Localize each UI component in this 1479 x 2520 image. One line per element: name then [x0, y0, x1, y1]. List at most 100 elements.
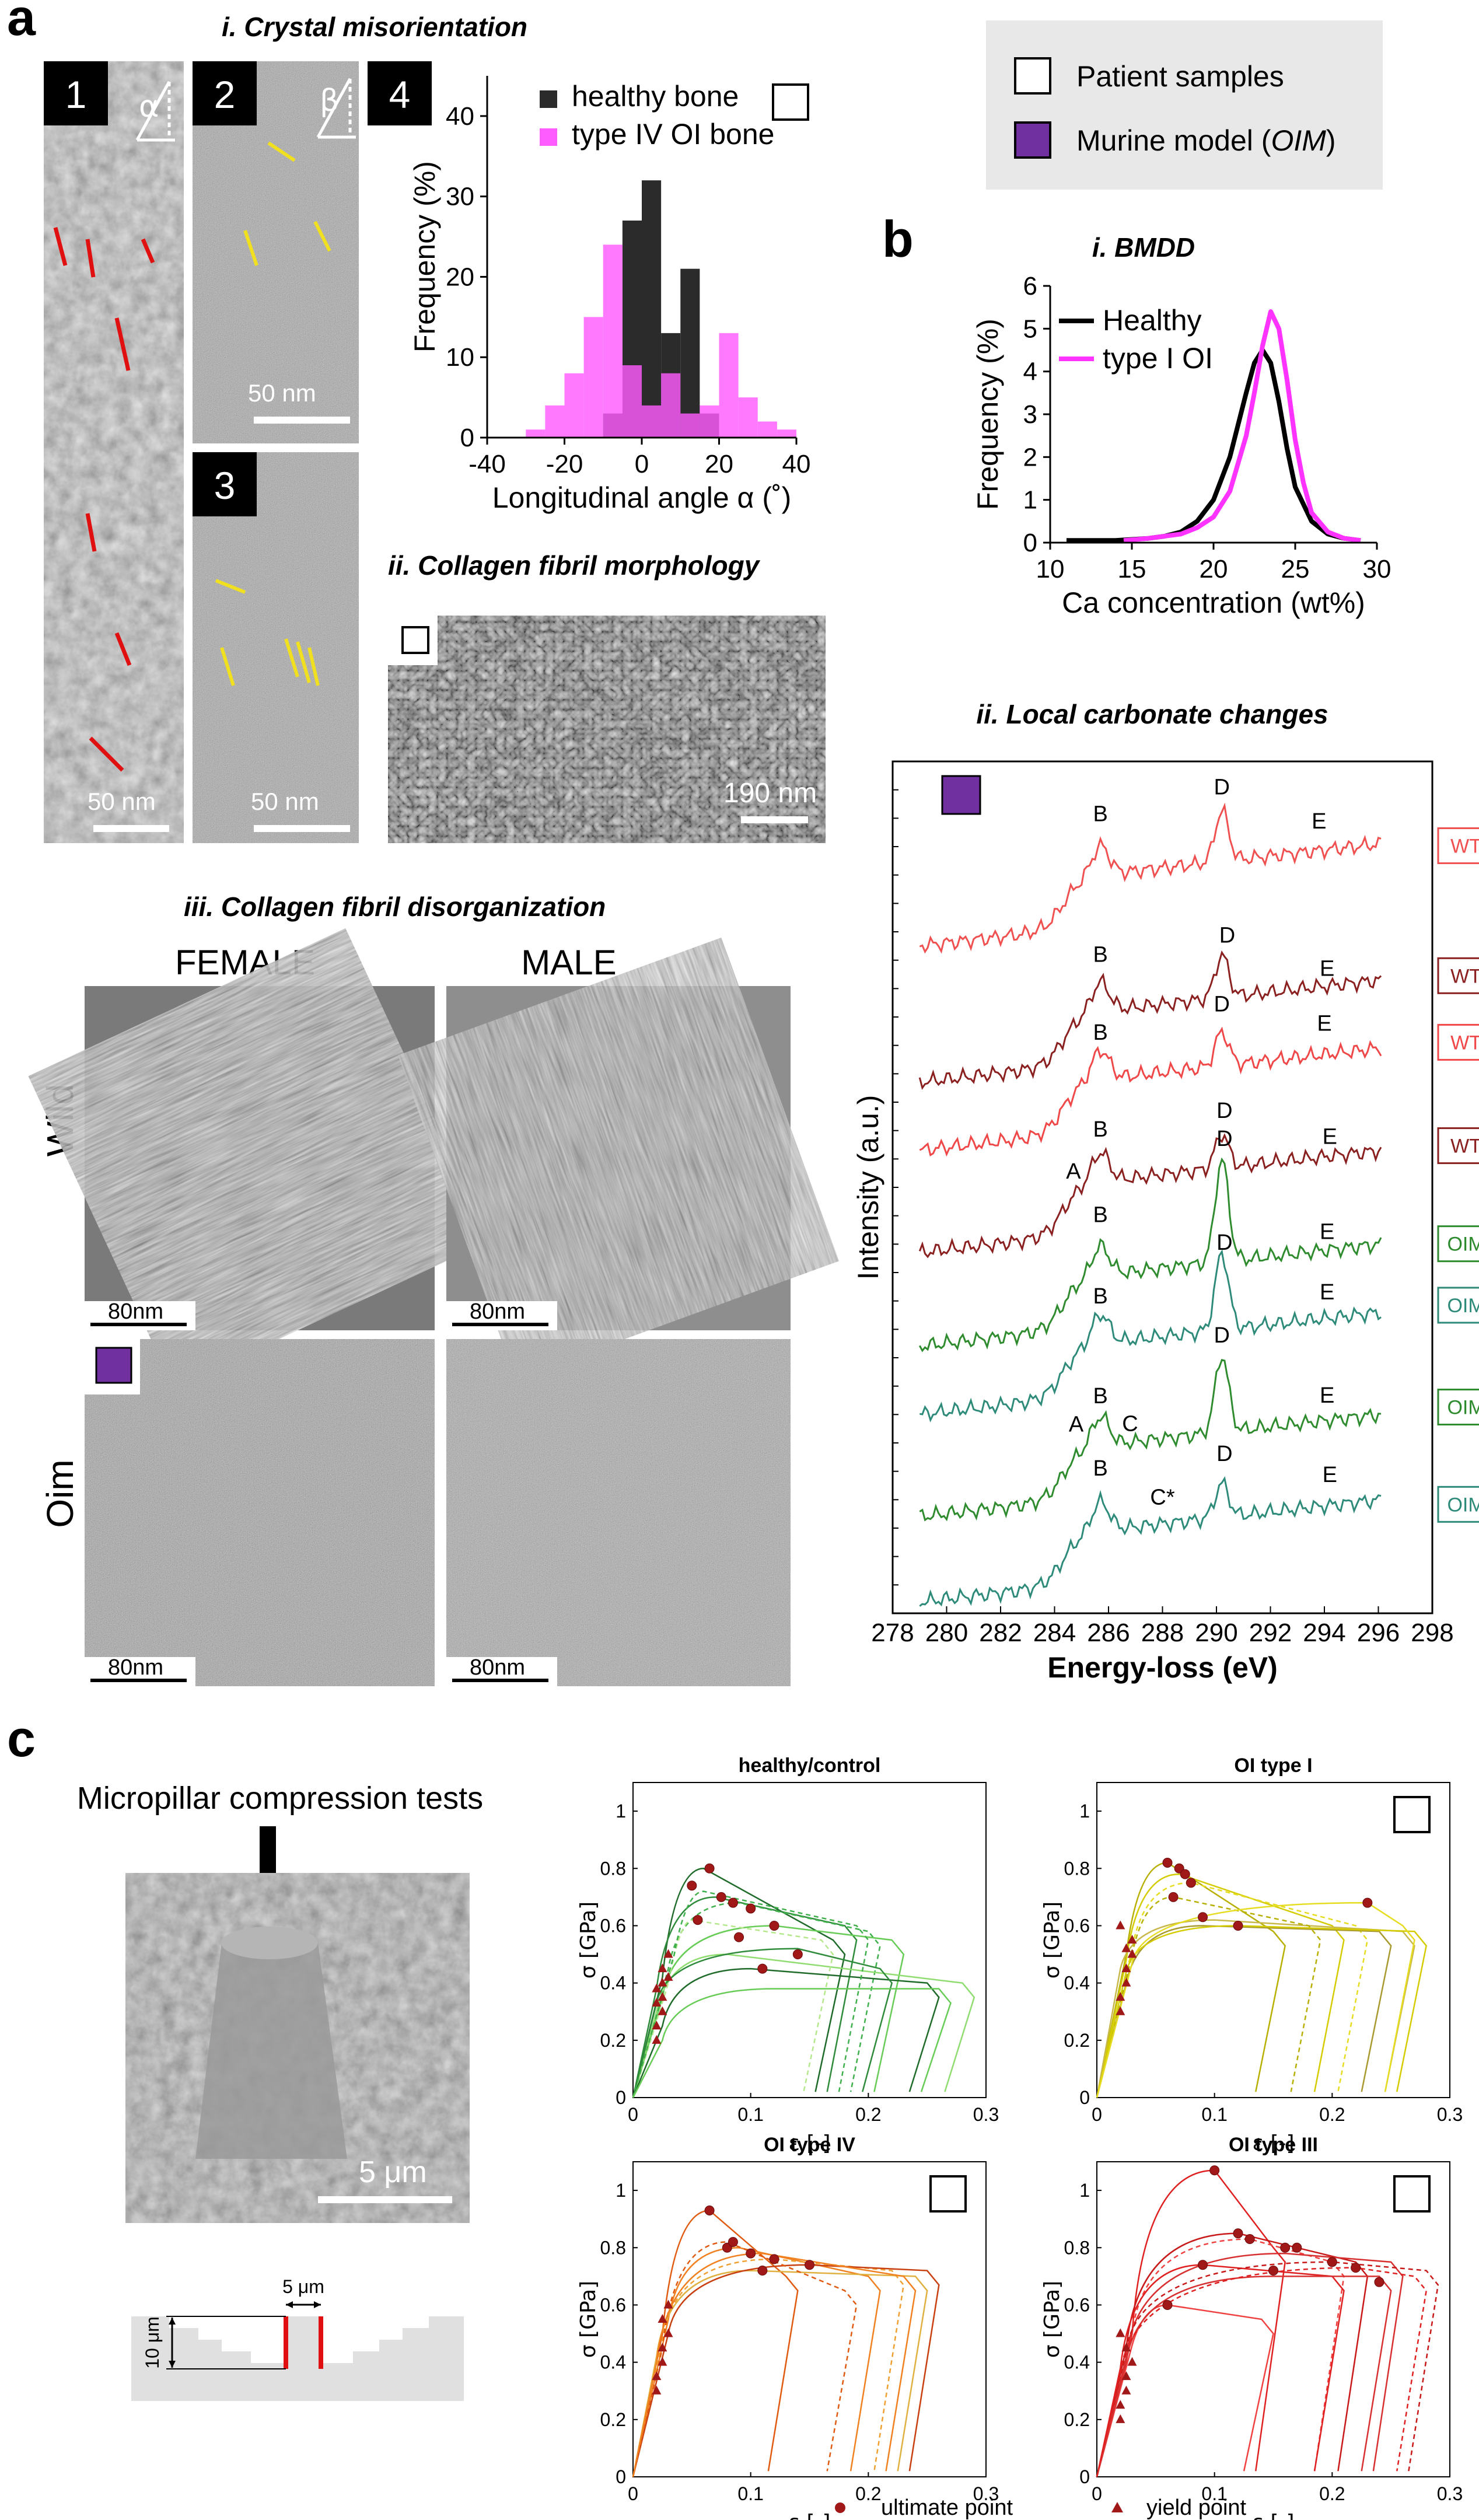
yield-point-0 [1116, 2414, 1125, 2423]
ss-curve-5 [632, 2241, 858, 2477]
ss-title: OI type IV [764, 2134, 855, 2156]
bmdd-y-axis-label: Frequency (%) [971, 319, 1004, 510]
micropillar-scalebar: 5 μm [359, 2155, 427, 2189]
stress-strain-oi-iii-chart: OI type III 0 0.1 0.2 0.3 0 0.2 0.4 0.6 0.8 1 ε [-]… [1040, 2134, 1463, 2520]
ultimate-point-2 [1244, 2234, 1255, 2245]
panel-letter-b: b [882, 210, 914, 268]
eels-spectrum-oim3 [919, 1249, 1382, 1422]
ss-curve-6 [632, 2252, 917, 2477]
micropillar-sem-image: 5 μm [125, 1873, 470, 2223]
eels-peak-label: B [1093, 1284, 1107, 1309]
dim-width-label: 5 μm [282, 2276, 324, 2297]
eels-peak-label: E [1320, 1383, 1334, 1408]
ss-x-tick-label: 0 [1092, 2483, 1102, 2504]
patient-marker-ss [929, 2175, 967, 2213]
bmdd-y-tick-label: 6 [1023, 272, 1037, 300]
ss-curve-7 [1096, 1902, 1415, 2098]
crystal-markers-yellow-2 [243, 141, 331, 266]
ss-x-tick-label: 0.3 [973, 2483, 999, 2504]
a-i-title: i. Crystal misorientation [222, 12, 527, 42]
eels-series-label: OIM1 [1447, 1494, 1479, 1516]
ss-curve-5 [632, 1919, 834, 2098]
hist-x-tick-label: 40 [782, 450, 811, 478]
eels-peak-label: A [1069, 1412, 1084, 1436]
yield-point-6 [658, 1977, 667, 1987]
micropillar-schematic: 5 μm 10 μm [131, 2276, 464, 2401]
tem-tile-1: 1 α 50 nm [44, 61, 184, 843]
ss-y-tick-label: 0.2 [600, 2030, 626, 2051]
eels-spectrum-oim2 [919, 1359, 1382, 1522]
eels-peak-label: B [1093, 1384, 1107, 1408]
ultimate-point-6 [1162, 2299, 1173, 2310]
hist-bar-oi-2 [564, 373, 584, 438]
bmdd-y-tick-label: 5 [1023, 314, 1037, 343]
ss-y-axis-label: σ [GPa] [576, 2281, 600, 2358]
patient-marker-a-ii [401, 626, 429, 654]
hist-x-tick-label: -40 [468, 450, 506, 478]
bmdd-y-tick-label: 1 [1023, 486, 1037, 515]
eels-x-tick-label: 282 [979, 1619, 1022, 1647]
eels-peak-label: D [1214, 1323, 1230, 1348]
ultimate-point-2 [728, 1897, 738, 1908]
ultimate-point-0 [1209, 2165, 1220, 2176]
hist-legend-label-0: healthy bone [572, 80, 739, 113]
ss-x-axis-label: ε [-] [1253, 2511, 1295, 2520]
bmdd-x-tick-label: 30 [1363, 555, 1391, 583]
ultimate-point-2 [1180, 1869, 1190, 1879]
hist-bar-oi-0 [526, 429, 546, 438]
eels-x-tick-label: 290 [1195, 1619, 1237, 1647]
stress-strain-oi-iv-chart: OI type IV 0 0.1 0.2 0.3 0 0.2 0.4 0.6 0.8 1 ε [-] σ… [576, 2134, 999, 2520]
eels-spectrum-oim1 [919, 1476, 1382, 1607]
eels-peak-label: B [1093, 1117, 1107, 1142]
ss-y-tick-label: 0.4 [600, 1973, 626, 1994]
ss-x-tick-label: 0.2 [1319, 2104, 1345, 2125]
ss-y-tick-label: 0.8 [1064, 2237, 1090, 2258]
tem-wild-male: 80nm [397, 937, 840, 1379]
eels-peak-label: D [1214, 775, 1230, 800]
ultimate-point-4 [1168, 1892, 1179, 1902]
a-ii-scalebar: 190 nm [723, 778, 817, 809]
eels-peak-label: A [1066, 1159, 1081, 1184]
eels-series-label: WT3 [1450, 965, 1479, 987]
yield-point-1 [652, 2021, 662, 2030]
hist-bar-oi-1 [545, 405, 565, 438]
ultimate-point-7 [1268, 2266, 1278, 2276]
bmdd-y-tick-label: 2 [1023, 443, 1037, 471]
ultimate-point-5 [734, 1932, 744, 1942]
hist-bar-oi-5 [622, 365, 642, 438]
ss-y-axis-label: σ [GPa] [576, 1902, 600, 1979]
ultimate-point-1 [716, 1892, 726, 1902]
ss-curve-2 [632, 1902, 881, 2098]
ss-x-tick-label: 0.1 [1201, 2104, 1227, 2125]
eels-series-tag [1437, 1389, 1479, 1426]
ss-y-tick-label: 0.4 [600, 2352, 626, 2373]
hist-y-tick-label: 30 [446, 183, 474, 211]
ss-curve-3 [1096, 1919, 1415, 2098]
ss-y-axis-label: σ [GPa] [1040, 2281, 1064, 2358]
ultimate-point-3 [1280, 2242, 1291, 2253]
ss-y-tick-label: 0.2 [1064, 2030, 1090, 2051]
yield-point-label: yield point [1146, 2495, 1247, 2520]
hist-bar-healthy-7 [680, 268, 700, 438]
patient-swatch [1014, 57, 1051, 95]
eels-peak-label: B [1093, 1020, 1107, 1045]
hist-bar-oi-7 [661, 373, 681, 438]
ss-curve-7 [1096, 2276, 1392, 2477]
yield-point-0 [1116, 2006, 1125, 2015]
bmdd-x-tick-label: 20 [1200, 555, 1228, 583]
ss-x-axis-label: ε [-] [1253, 2131, 1295, 2155]
yield-point-2 [1121, 1977, 1131, 1987]
ultimate-point-5 [805, 2260, 814, 2270]
yield-point-2 [658, 2006, 667, 2015]
ultimate-point-9 [687, 1881, 697, 1891]
eels-series-tag [1437, 1127, 1479, 1165]
ss-x-tick-label: 0.1 [1201, 2483, 1227, 2504]
ss-y-tick-label: 0 [616, 2466, 626, 2487]
ss-title: OI type III [1229, 2134, 1318, 2156]
ultimate-point-8 [1351, 2263, 1361, 2273]
col-male-label: MALE [521, 943, 616, 982]
ss-curve-3 [1096, 2252, 1404, 2477]
ss-frame [1096, 1782, 1450, 2098]
yield-point-3 [652, 1998, 662, 2007]
ss-x-tick-label: 0.1 [737, 2483, 763, 2504]
